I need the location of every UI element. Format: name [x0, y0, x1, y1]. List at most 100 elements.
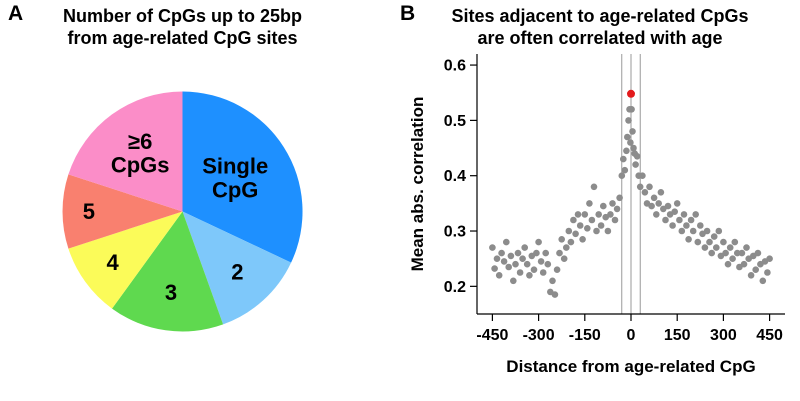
scatter-point: [624, 133, 631, 141]
scatter-point: [627, 139, 634, 146]
scatter-point: [715, 227, 723, 235]
scatter-point: [505, 263, 512, 271]
scatter-point: [692, 211, 699, 218]
scatter-chart-title-line2: are often correlated with age: [477, 27, 723, 48]
x-tick-label: 300: [710, 327, 737, 344]
scatter-point: [747, 272, 755, 279]
scatter-point: [664, 202, 672, 210]
pie-slice-label-5: 5: [83, 199, 95, 224]
pie-chart-title: Number of CpGs up to 25bp from age-relat…: [5, 6, 360, 50]
scatter-point: [618, 172, 626, 179]
scatter-point: [694, 238, 702, 246]
scatter-point: [689, 227, 697, 235]
pie-slice-label-3: 3: [165, 280, 177, 305]
scatter-point: [623, 147, 630, 155]
scatter-point: [697, 222, 704, 229]
scatter-point: [639, 172, 646, 179]
scatter-chart-title: Sites adjacent to age-related CpGs are o…: [405, 6, 795, 50]
y-axis-label: Mean abs. correlation: [408, 97, 427, 272]
scatter-point: [563, 244, 570, 251]
scatter-point: [628, 106, 635, 113]
scatter-point: [514, 249, 522, 257]
scatter-point: [595, 211, 602, 218]
scatter-point: [731, 238, 739, 246]
scatter-point: [630, 144, 637, 152]
scatter-point: [588, 216, 596, 224]
highlight-point: [627, 89, 635, 98]
scatter-point: [648, 202, 655, 210]
scatter-point: [673, 200, 681, 207]
scatter-point: [713, 244, 720, 251]
scatter-point: [726, 244, 734, 251]
scatter-point: [754, 249, 762, 257]
scatter-point: [551, 291, 559, 298]
scatter-point: [489, 244, 496, 251]
scatter-point: [542, 249, 549, 257]
scatter-point: [523, 260, 531, 268]
scatter-point: [609, 200, 616, 207]
scatter-point: [613, 205, 621, 213]
scatter-point: [558, 236, 565, 243]
pie-slice-6plus: [68, 91, 183, 212]
scatter-point: [629, 128, 636, 135]
scatter-point: [565, 227, 573, 235]
scatter-point: [734, 249, 741, 257]
scatter-point: [740, 260, 748, 268]
scatter-point: [553, 266, 561, 273]
scatter-point: [653, 211, 660, 218]
scatter-point: [597, 222, 605, 229]
scatter-point: [657, 189, 665, 196]
scatter-point: [530, 266, 538, 273]
pie-chart-title-line2: from age-related CpG sites: [67, 27, 298, 48]
scatter-point: [687, 216, 695, 224]
scatter-point: [604, 227, 612, 235]
scatter-point: [526, 272, 533, 279]
scatter-point: [570, 216, 577, 224]
scatter-point: [576, 222, 584, 229]
scatter-point: [701, 244, 709, 251]
scatter-point: [549, 277, 556, 285]
scatter-point: [743, 244, 750, 251]
scatter-plot-area: 0.2 0.3 0.4 0.5 0.6 -450 -300 -150 0 150 300 450: [444, 54, 785, 344]
scatter-point: [724, 260, 732, 268]
pie-slice-single-cpg: [182, 91, 303, 263]
scatter-point: [584, 225, 591, 232]
scatter-point: [607, 211, 614, 218]
scatter-point: [560, 255, 568, 262]
scatter-point: [655, 200, 662, 207]
scatter-point: [678, 227, 686, 235]
scatter-point: [680, 211, 688, 218]
scatter-point: [600, 202, 607, 210]
pie-slice-label-2: 2: [231, 260, 243, 285]
y-tick-label: 0.4: [444, 168, 466, 185]
scatter-point: [625, 117, 632, 124]
scatter-chart-title-line1: Sites adjacent to age-related CpGs: [451, 6, 749, 26]
scatter-point: [722, 249, 729, 257]
scatter-point: [510, 277, 517, 285]
x-tick-label: 150: [664, 327, 691, 344]
scatter-point: [539, 269, 547, 276]
pie-slice-5: [62, 174, 183, 249]
scatter-point: [632, 161, 639, 168]
scatter-point: [593, 227, 600, 235]
scatter-point: [512, 260, 519, 268]
pie-slice-label-single-cpg: Single CpG: [202, 154, 268, 203]
scatter-point: [620, 155, 627, 163]
scatter-point: [764, 269, 771, 276]
scatter-point: [669, 222, 676, 229]
scatter-point: [572, 230, 579, 238]
scatter-point: [503, 238, 510, 246]
scatter-point: [633, 153, 641, 160]
x-axis-label: Distance from age-related CpG: [506, 357, 755, 376]
scatter-point: [720, 238, 727, 246]
pie-slice-4: [68, 211, 183, 309]
y-tick-label: 0.2: [444, 279, 466, 296]
scatter-point: [676, 216, 683, 224]
scatter-point: [671, 208, 678, 215]
scatter-point: [500, 258, 508, 265]
scatter-point: [729, 255, 736, 262]
scatter-point: [579, 236, 586, 243]
x-tick-label: -450: [476, 327, 508, 344]
scatter-point: [537, 258, 545, 265]
